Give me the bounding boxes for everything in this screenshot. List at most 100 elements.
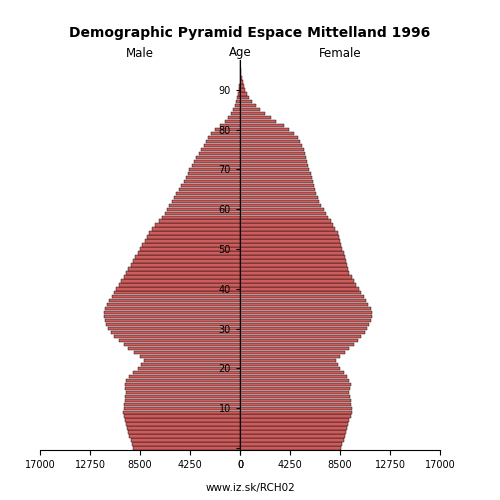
Bar: [108, 327, 240, 330]
Bar: [104, 315, 240, 318]
Bar: [128, 430, 240, 434]
Bar: [239, 88, 240, 92]
Bar: [240, 422, 348, 426]
Bar: [132, 442, 240, 446]
Bar: [240, 315, 372, 318]
Bar: [128, 267, 240, 270]
Bar: [181, 184, 240, 187]
Bar: [174, 196, 240, 199]
Bar: [206, 140, 240, 143]
Bar: [127, 426, 240, 430]
Bar: [240, 327, 367, 330]
Bar: [240, 224, 333, 227]
Bar: [184, 180, 240, 183]
Bar: [240, 347, 350, 350]
Bar: [240, 188, 316, 191]
Bar: [116, 287, 240, 290]
Bar: [240, 96, 250, 100]
Bar: [110, 331, 240, 334]
Bar: [240, 236, 339, 239]
Bar: [240, 406, 352, 410]
Bar: [240, 362, 338, 366]
Bar: [136, 256, 240, 258]
Bar: [240, 164, 308, 167]
Bar: [236, 100, 240, 103]
Bar: [240, 303, 368, 306]
Bar: [240, 180, 313, 183]
Bar: [240, 172, 310, 175]
Bar: [240, 128, 290, 132]
Bar: [240, 307, 370, 310]
Bar: [240, 418, 350, 422]
Bar: [240, 176, 312, 179]
Bar: [240, 390, 350, 394]
Bar: [126, 422, 240, 426]
Bar: [107, 303, 240, 306]
Bar: [240, 136, 298, 140]
Bar: [235, 104, 240, 108]
Bar: [240, 184, 314, 187]
Bar: [240, 160, 307, 163]
Bar: [240, 299, 366, 302]
Bar: [240, 200, 319, 203]
Bar: [130, 264, 240, 266]
Bar: [124, 402, 240, 406]
Bar: [224, 120, 240, 124]
Bar: [240, 120, 277, 124]
Bar: [240, 386, 350, 390]
Bar: [124, 382, 240, 386]
Bar: [240, 382, 350, 386]
Bar: [228, 116, 240, 119]
Bar: [124, 406, 240, 410]
Bar: [104, 311, 240, 314]
Bar: [240, 351, 344, 354]
Bar: [240, 442, 342, 446]
Bar: [196, 156, 240, 159]
Bar: [240, 244, 341, 246]
Bar: [130, 434, 240, 438]
Bar: [240, 208, 324, 211]
Bar: [240, 112, 264, 116]
Text: www.iz.sk/RCH02: www.iz.sk/RCH02: [205, 482, 295, 492]
Title: Female: Female: [318, 47, 362, 60]
Bar: [231, 112, 240, 116]
Bar: [104, 319, 240, 322]
Bar: [110, 299, 240, 302]
Bar: [240, 331, 364, 334]
Bar: [240, 140, 300, 143]
Bar: [240, 72, 241, 76]
Bar: [240, 204, 321, 207]
Bar: [124, 418, 240, 422]
Bar: [124, 343, 240, 346]
Bar: [114, 291, 240, 294]
Bar: [194, 160, 240, 163]
Bar: [179, 188, 240, 191]
Bar: [240, 295, 364, 298]
Bar: [114, 335, 240, 338]
Bar: [240, 291, 361, 294]
Bar: [112, 295, 240, 298]
Bar: [240, 275, 352, 278]
Bar: [147, 236, 240, 239]
Bar: [167, 208, 240, 211]
Bar: [240, 124, 284, 128]
Bar: [238, 96, 240, 100]
Bar: [240, 248, 342, 250]
Bar: [240, 366, 340, 370]
Bar: [144, 240, 240, 243]
Bar: [240, 335, 361, 338]
Bar: [138, 252, 240, 254]
Bar: [172, 200, 240, 203]
Bar: [140, 248, 240, 250]
Bar: [240, 446, 341, 450]
Bar: [190, 168, 240, 171]
Bar: [240, 196, 318, 199]
Bar: [144, 359, 240, 362]
Bar: [142, 244, 240, 246]
Bar: [240, 378, 350, 382]
Bar: [240, 374, 347, 378]
Bar: [240, 260, 346, 262]
Bar: [240, 220, 330, 223]
Bar: [240, 323, 370, 326]
Bar: [240, 287, 359, 290]
